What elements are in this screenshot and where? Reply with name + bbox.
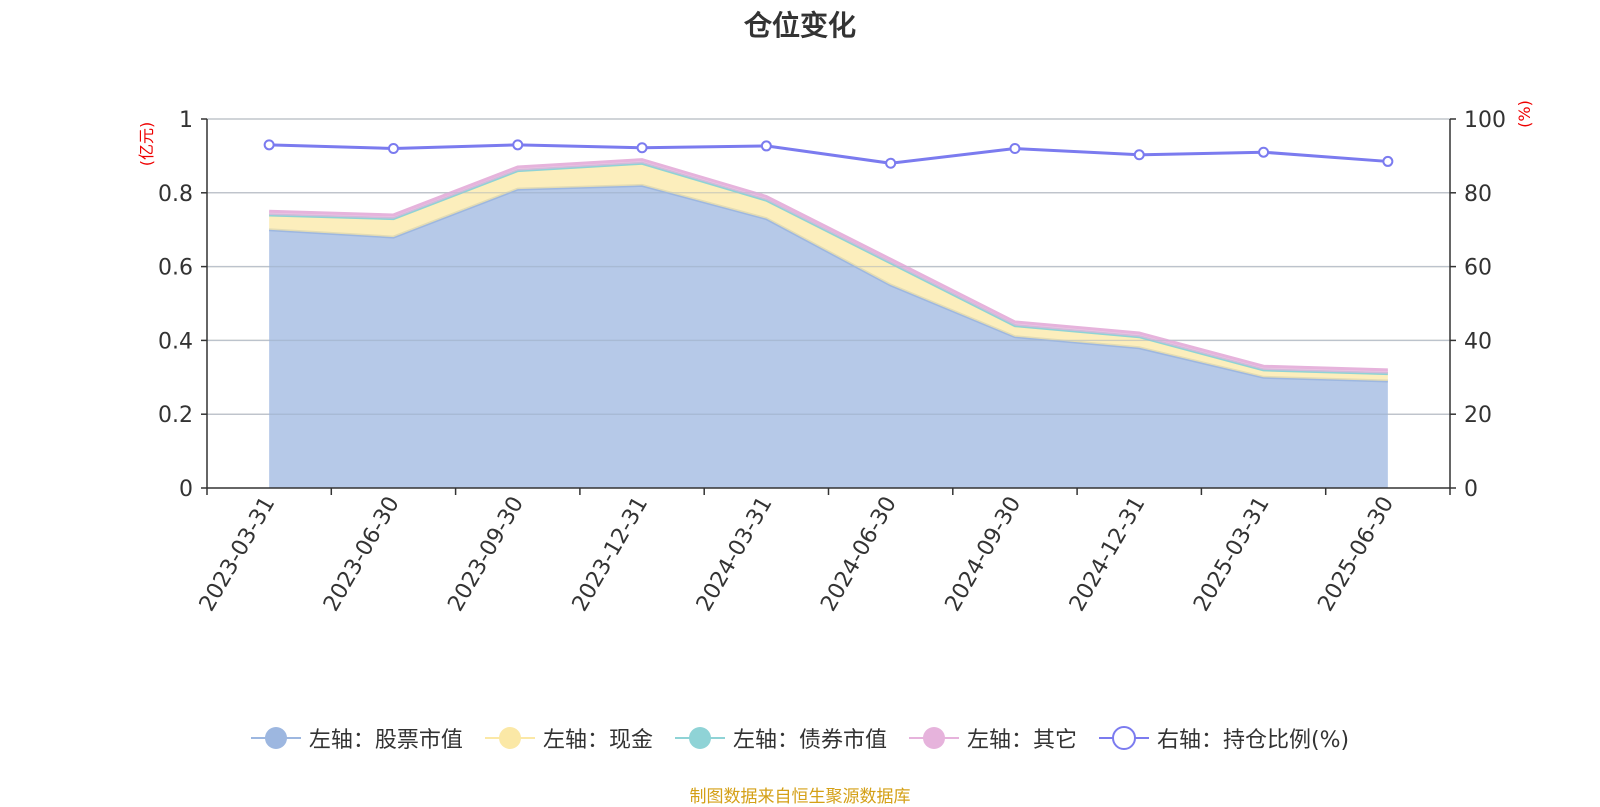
line-ratio (269, 143, 1388, 165)
ratio-point (1133, 149, 1145, 161)
left-tick-label: 0.4 (158, 329, 193, 354)
right-tick-label: 0 (1464, 477, 1478, 502)
ratio-point (636, 142, 648, 154)
ratio-point (1009, 143, 1021, 155)
legend-label: 左轴：股票市值 (308, 728, 463, 753)
ratio-point (885, 157, 897, 169)
legend-item[interactable]: 左轴：其它 (908, 722, 1077, 754)
left-tick-label: 1 (179, 108, 193, 133)
x-tick-label: 2024-06-30 (816, 493, 902, 616)
right-axis-unit: (%) (1515, 100, 1534, 128)
ratio-point (263, 139, 275, 151)
left-tick-label: 0.2 (158, 403, 193, 428)
ratio-point (1382, 155, 1394, 167)
data-source-note: 制图数据来自恒生聚源数据库 (689, 787, 911, 807)
left-tick-label: 0 (179, 477, 193, 502)
x-tick-label: 2023-09-30 (443, 493, 529, 616)
legend-marker-icon (674, 727, 725, 749)
line-左轴：其它 (269, 158, 1388, 372)
area-左轴：股票市值 (269, 185, 1388, 489)
legend-item[interactable]: 右轴：持仓比例(%) (1098, 722, 1350, 754)
legend-label: 左轴：现金 (542, 728, 653, 753)
right-tick-label: 20 (1464, 403, 1492, 428)
legend-marker-icon (1098, 726, 1149, 750)
legend-marker-icon (908, 727, 959, 749)
x-tick-label: 2025-03-31 (1189, 493, 1275, 616)
legend-item[interactable]: 左轴：现金 (484, 722, 653, 754)
right-tick-label: 80 (1464, 182, 1492, 207)
legend-item[interactable]: 左轴：股票市值 (250, 722, 463, 754)
legend-marker-icon (250, 727, 301, 749)
legend-label: 左轴：债券市值 (732, 728, 887, 753)
right-tick-label: 40 (1464, 329, 1492, 354)
x-tick-label: 2024-03-31 (692, 493, 778, 616)
legend-label: 右轴：持仓比例(%) (1156, 728, 1350, 753)
left-tick-label: 0.8 (158, 182, 193, 207)
ratio-point (1258, 146, 1270, 158)
x-tick-label: 2024-09-30 (941, 492, 1027, 615)
chart-legend: 左轴：股票市值 左轴：现金 左轴：债券市值 左轴：其它 右轴：持仓比例(%) (0, 722, 1600, 754)
legend-label: 左轴：其它 (966, 728, 1077, 753)
ratio-point (760, 140, 772, 152)
x-tick-label: 2024-12-31 (1065, 493, 1151, 616)
right-tick-label: 100 (1464, 108, 1506, 133)
ratio-point (387, 143, 399, 155)
x-tick-label: 2025-06-30 (1313, 493, 1399, 616)
legend-marker-icon (484, 727, 535, 749)
chart-title: 仓位变化 (743, 9, 856, 42)
left-tick-label: 0.6 (158, 256, 193, 281)
left-axis-unit: (亿元) (137, 122, 156, 167)
ratio-point (512, 139, 524, 151)
x-tick-label: 2023-12-31 (568, 493, 654, 616)
right-tick-label: 60 (1464, 256, 1492, 281)
x-tick-label: 2023-06-30 (319, 493, 405, 616)
x-tick-label: 2023-03-31 (195, 493, 281, 616)
legend-item[interactable]: 左轴：债券市值 (674, 722, 887, 754)
